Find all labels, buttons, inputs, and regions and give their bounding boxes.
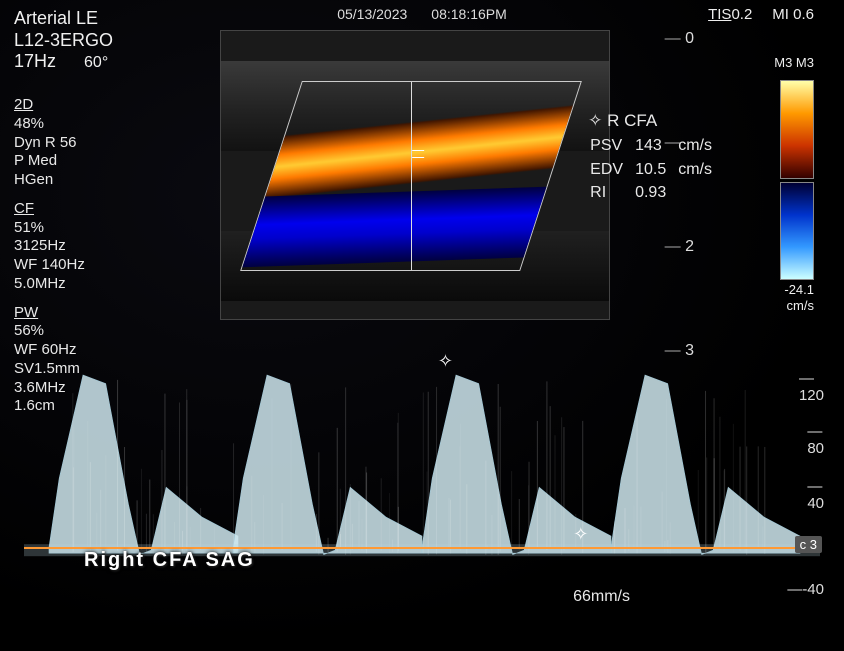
depth-tick: 0 <box>665 30 694 48</box>
cursor-badge: c 3 <box>795 536 822 553</box>
table-row: RI0.93 <box>590 182 722 204</box>
mi-value: 0.6 <box>793 6 814 23</box>
table-row: EDV10.5cm/s <box>590 159 722 181</box>
ultrasound-image[interactable] <box>220 30 610 320</box>
sweep-speed: 66mm/s <box>573 588 630 606</box>
twoD-dyn: Dyn R 56 <box>14 134 85 153</box>
table-row: PSV143cm/s <box>590 135 722 157</box>
frame-rate: 17Hz <box>14 51 56 73</box>
pw-heading: PW <box>14 304 85 323</box>
twoD-persist: P Med <box>14 152 85 171</box>
cf-freq: 5.0MHz <box>14 275 85 294</box>
pw-gain: 56% <box>14 322 85 341</box>
depth-tick: 2 <box>665 238 694 256</box>
pw-wf: WF 60Hz <box>14 341 85 360</box>
tis-value: 0.2 <box>731 6 752 23</box>
safety-indices: TIS0.2 MI 0.6 <box>708 6 814 23</box>
sample-volume-line[interactable] <box>411 82 412 270</box>
colorbar-min: -24.1 <box>784 282 814 297</box>
velocity-tick: —-40 <box>787 581 824 598</box>
tis-label: TIS <box>708 6 731 23</box>
date: 05/13/2023 <box>337 6 407 22</box>
twoD-heading: 2D <box>14 96 85 115</box>
cool-scale <box>780 182 814 281</box>
velocity-tick: —120 <box>799 370 824 404</box>
vein-flow <box>240 186 554 267</box>
warm-scale <box>780 80 814 179</box>
twoD-harm: HGen <box>14 171 85 190</box>
doppler-angle: 60° <box>84 53 108 72</box>
colorbar-mode: M3 M3 <box>774 55 814 70</box>
spectral-waveform-panel[interactable]: —120—80—40—-40 Right CFA SAG 66mm/s c 3 … <box>24 360 820 600</box>
exam-type: Arterial LE <box>14 8 113 30</box>
caliper-marker[interactable]: ✧ <box>438 352 453 370</box>
transducer: L12-3ERGO <box>14 30 113 52</box>
velocity-tick: —80 <box>807 423 824 457</box>
depth-tick: 3 <box>665 342 694 360</box>
measurement-table: PSV143cm/s EDV10.5cm/s RI0.93 <box>588 133 724 206</box>
time: 08:18:16PM <box>431 6 507 22</box>
view-label: Right CFA SAG <box>84 549 255 572</box>
doppler-measurements: ✧ R CFA PSV143cm/s EDV10.5cm/s RI0.93 <box>588 110 724 206</box>
mi-label: MI <box>772 6 789 23</box>
colorbar-unit: cm/s <box>787 298 814 313</box>
sample-volume-gate[interactable] <box>412 150 424 158</box>
cf-gain: 51% <box>14 219 85 238</box>
cf-wf: WF 140Hz <box>14 256 85 275</box>
exam-header: Arterial LE L12-3ERGO 17Hz 60° <box>14 8 113 73</box>
velocity-tick: —40 <box>807 478 824 512</box>
cf-heading: CF <box>14 200 85 219</box>
cf-prf: 3125Hz <box>14 237 85 256</box>
twoD-gain: 48% <box>14 115 85 134</box>
caliper-marker[interactable]: ✧ <box>573 525 588 543</box>
timestamp: 05/13/2023 08:18:16PM <box>337 6 507 22</box>
measurement-title: ✧ R CFA <box>588 110 724 133</box>
color-velocity-bar <box>780 80 814 280</box>
